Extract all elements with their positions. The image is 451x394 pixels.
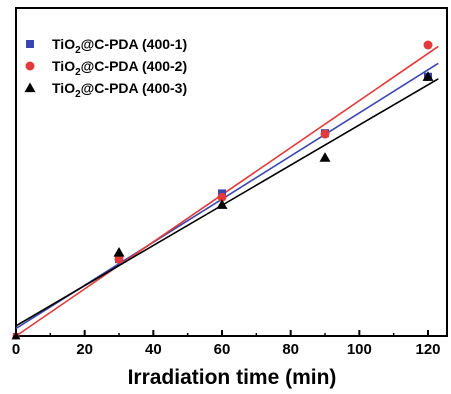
- legend-label: TiO2@C-PDA (400-1): [52, 36, 187, 56]
- data-point-triangle: [319, 152, 331, 162]
- legend: TiO2@C-PDA (400-1)TiO2@C-PDA (400-2)TiO2…: [24, 36, 187, 100]
- data-point-square: [26, 40, 34, 48]
- data-point-triangle: [422, 71, 434, 81]
- x-tick-label: 120: [415, 341, 440, 358]
- data-point-circle: [114, 254, 124, 264]
- data-point-triangle: [24, 82, 36, 93]
- data-point-circle: [423, 40, 433, 50]
- fit-line: [15, 45, 439, 337]
- data-point-circle: [320, 129, 330, 139]
- x-tick-label: 100: [347, 341, 372, 358]
- x-tick-label: 0: [12, 341, 20, 358]
- legend-label: TiO2@C-PDA (400-2): [52, 58, 187, 78]
- data-point-circle: [217, 192, 227, 202]
- x-tick-label: 60: [214, 341, 231, 358]
- x-axis-title: Irradiation time (min): [128, 366, 337, 389]
- x-tick-label: 20: [76, 341, 93, 358]
- data-point-triangle: [216, 199, 228, 209]
- x-axis: 0 20 40 60 80 100 120 Irradiation time (min): [12, 330, 441, 389]
- data-point-triangle: [113, 246, 125, 257]
- x-ticks: [15, 330, 429, 336]
- plot-area: [11, 7, 448, 340]
- legend-label: TiO2@C-PDA (400-3): [52, 80, 187, 100]
- x-tick-label: 80: [282, 341, 299, 358]
- plot-frame: [15, 7, 448, 337]
- x-tick-labels: 0 20 40 60 80 100 120: [12, 341, 441, 358]
- x-tick-label: 40: [145, 341, 162, 358]
- fit-lines: [15, 45, 439, 337]
- data-point-circle: [25, 61, 35, 71]
- fit-line: [15, 78, 439, 327]
